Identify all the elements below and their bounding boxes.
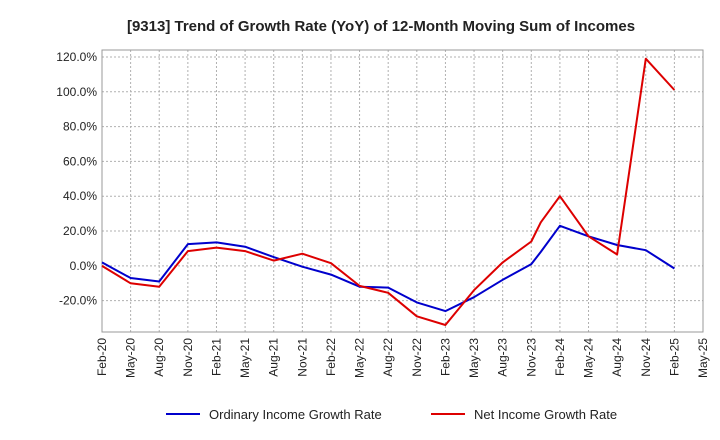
x-tick-label: Nov-24 (639, 338, 653, 377)
x-tick-label: Feb-21 (209, 338, 223, 376)
grid-lines (101, 50, 704, 332)
chart-title: [9313] Trend of Growth Rate (YoY) of 12-… (127, 18, 635, 35)
y-axis-tick-labels: -20.0% 0.0% 20.0% 40.0% 60.0% 80.0% 100.0% 120.… (56, 50, 97, 308)
x-tick-label: Aug-24 (610, 338, 624, 377)
series-lines (101, 57, 676, 326)
legend-label-1: Ordinary Income Growth Rate (209, 407, 382, 422)
x-axis-tick-labels: Feb-20 May-20 Aug-20 Nov-20 Feb-21 May-21 Aug-… (95, 338, 710, 378)
x-tick-label: May-23 (467, 338, 481, 378)
x-tick-label: Feb-23 (438, 338, 452, 376)
x-tick-label: Feb-25 (667, 338, 681, 376)
y-tick-label: 0.0% (70, 259, 98, 273)
y-tick-label: 100.0% (56, 85, 97, 99)
x-tick-label: Aug-23 (496, 338, 510, 377)
x-tick-label: May-20 (124, 338, 138, 378)
x-tick-label: Aug-21 (267, 338, 281, 377)
x-tick-label: May-25 (696, 338, 710, 378)
x-tick-label: Feb-20 (95, 338, 109, 376)
x-tick-label: May-22 (353, 338, 367, 378)
y-tick-label: 60.0% (63, 154, 97, 168)
series-line-1 (101, 224, 675, 313)
x-tick-label: Feb-24 (553, 338, 567, 376)
legend-label-2: Net Income Growth Rate (474, 407, 617, 422)
y-tick-label: 120.0% (56, 50, 97, 64)
y-tick-label: 80.0% (63, 120, 97, 134)
x-tick-label: May-21 (238, 338, 252, 378)
x-tick-label: May-24 (582, 338, 596, 378)
y-tick-label: 40.0% (63, 189, 97, 203)
legend: Ordinary Income Growth Rate Net Income Gr… (166, 407, 617, 422)
x-tick-label: Feb-22 (324, 338, 338, 376)
x-tick-label: Aug-20 (152, 338, 166, 377)
x-tick-label: Nov-23 (524, 338, 538, 377)
x-tick-label: Nov-22 (410, 338, 424, 377)
series-line-2 (101, 57, 676, 326)
y-tick-label: 20.0% (63, 224, 97, 238)
x-tick-label: Nov-20 (181, 338, 195, 377)
y-tick-label: -20.0% (59, 294, 97, 308)
plot-area-frame (101, 49, 704, 333)
x-tick-label: Aug-22 (381, 338, 395, 377)
x-tick-label: Nov-21 (295, 338, 309, 377)
